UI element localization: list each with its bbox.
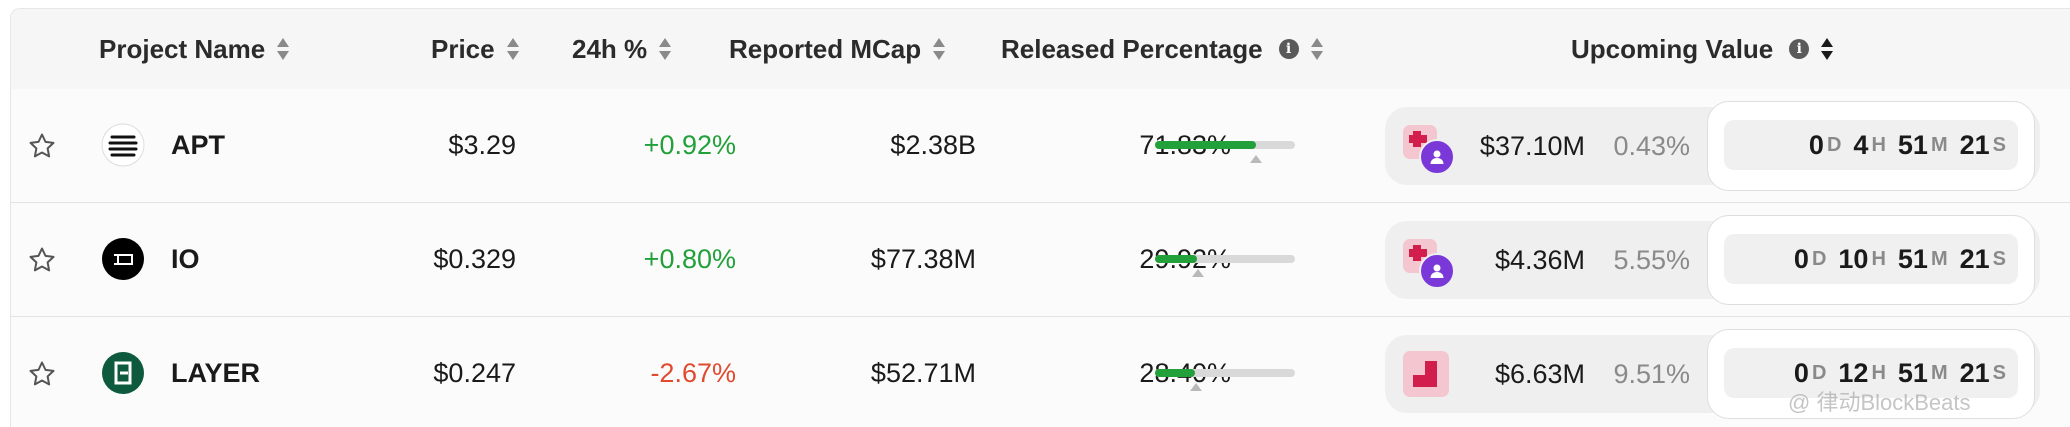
- timer-minutes: 51: [1897, 243, 1928, 274]
- progress-marker-icon: [1189, 383, 1202, 391]
- progress-marker-icon: [1192, 269, 1205, 277]
- sort-icon[interactable]: [933, 36, 946, 62]
- col-upcoming-value[interactable]: Upcoming Value i: [1571, 9, 1834, 89]
- timer-hours: 12: [1838, 357, 1869, 388]
- released-progress-bar: [1155, 369, 1295, 391]
- timer-seconds: 21: [1959, 357, 1990, 388]
- token-unlock-table: Project Name Price 24h % Reported MCap R…: [10, 8, 2070, 427]
- watermark: @ 律动BlockBeats: [1788, 390, 1971, 415]
- timer-unit-minutes: M: [1930, 133, 1948, 156]
- timer-unit-minutes: M: [1930, 247, 1948, 270]
- released-progress-fill: [1155, 255, 1197, 263]
- col-24h-change[interactable]: 24h %: [572, 9, 672, 89]
- price-value: $3.29: [448, 130, 516, 160]
- timer-days: 0: [1808, 129, 1824, 160]
- timer-seconds: 21: [1959, 129, 1990, 160]
- project-name[interactable]: LAYER: [171, 358, 261, 388]
- timer-unit-days: D: [1811, 361, 1827, 384]
- sort-icon[interactable]: [1821, 36, 1834, 62]
- timer-unit-days: D: [1826, 133, 1842, 156]
- timer-days: 0: [1793, 357, 1809, 388]
- timer-unit-seconds: S: [1992, 133, 2006, 156]
- col-released-percentage[interactable]: Released Percentage i: [1001, 9, 1323, 89]
- user-icon: [1419, 253, 1455, 289]
- upcoming-percentage: 9.51%: [1613, 358, 1690, 389]
- change-24h-value: +0.80%: [643, 244, 736, 274]
- upcoming-value: $6.63M: [1494, 358, 1585, 389]
- favorite-star-icon[interactable]: [25, 203, 59, 316]
- col-project-name[interactable]: Project Name: [99, 9, 290, 89]
- countdown-timer: 0 D 10 H 51 M 21 S: [1707, 215, 2035, 305]
- timer-hours: 10: [1838, 243, 1869, 274]
- layer-logo-icon: [101, 351, 145, 395]
- released-progress-bar: [1155, 141, 1295, 163]
- user-icon: [1419, 139, 1455, 175]
- col-price[interactable]: Price: [431, 9, 519, 89]
- table-row[interactable]: IO$0.329+0.80%$77.38M29.92%$4.36M5.55%0D…: [11, 203, 2070, 317]
- mcap-value: $2.38B: [890, 130, 976, 160]
- timer-days: 0: [1793, 243, 1809, 274]
- project-name[interactable]: IO: [171, 244, 200, 274]
- apt-logo-icon: [101, 123, 145, 167]
- released-progress-bar: [1155, 255, 1295, 277]
- sort-icon[interactable]: [277, 36, 290, 62]
- project-name[interactable]: APT: [171, 130, 225, 160]
- table-row[interactable]: APT$3.29+0.92%$2.38B71.83%$37.10M0.43%0D…: [11, 89, 2070, 203]
- countdown-timer: 0 D 4 H 51 M 21 S: [1707, 101, 2035, 191]
- timer-unit-hours: H: [1871, 247, 1886, 270]
- released-progress-fill: [1155, 369, 1195, 377]
- upcoming-percentage: 0.43%: [1613, 130, 1690, 161]
- info-icon[interactable]: i: [1278, 39, 1299, 59]
- favorite-star-icon[interactable]: [25, 89, 59, 202]
- col-reported-mcap[interactable]: Reported MCap: [729, 9, 946, 89]
- timer-seconds: 21: [1959, 243, 1990, 274]
- upcoming-percentage: 5.55%: [1613, 244, 1690, 275]
- timer-unit-days: D: [1811, 247, 1827, 270]
- sort-icon[interactable]: [506, 36, 519, 62]
- mcap-value: $52.71M: [870, 358, 976, 388]
- table-row[interactable]: LAYER$0.247-2.67%$52.71M28.40%$6.63M9.51…: [11, 317, 2070, 427]
- progress-marker-icon: [1249, 155, 1262, 163]
- timer-unit-minutes: M: [1930, 361, 1948, 384]
- change-24h-value: -2.67%: [650, 358, 736, 388]
- timer-minutes: 51: [1897, 357, 1928, 388]
- timer-hours: 4: [1853, 129, 1869, 160]
- timer-minutes: 51: [1897, 129, 1928, 160]
- favorite-star-icon[interactable]: [25, 317, 59, 427]
- timer-unit-hours: H: [1871, 133, 1886, 156]
- countdown-timer: 0 D 12 H 51 M 21 S: [1707, 329, 2035, 419]
- price-value: $0.329: [433, 244, 516, 274]
- info-icon[interactable]: i: [1789, 39, 1810, 59]
- unlock-icon: [1403, 351, 1449, 397]
- table-header: Project Name Price 24h % Reported MCap R…: [11, 9, 2070, 90]
- io-logo-icon: [101, 237, 145, 281]
- timer-unit-hours: H: [1871, 361, 1886, 384]
- timer-unit-seconds: S: [1992, 361, 2006, 384]
- timer-unit-seconds: S: [1992, 247, 2006, 270]
- change-24h-value: +0.92%: [643, 130, 736, 160]
- sort-icon[interactable]: [659, 36, 672, 62]
- price-value: $0.247: [433, 358, 516, 388]
- released-progress-fill: [1155, 141, 1256, 149]
- mcap-value: $77.38M: [870, 244, 976, 274]
- sort-icon[interactable]: [1310, 36, 1323, 62]
- upcoming-value: $4.36M: [1494, 244, 1585, 275]
- upcoming-value: $37.10M: [1479, 130, 1585, 161]
